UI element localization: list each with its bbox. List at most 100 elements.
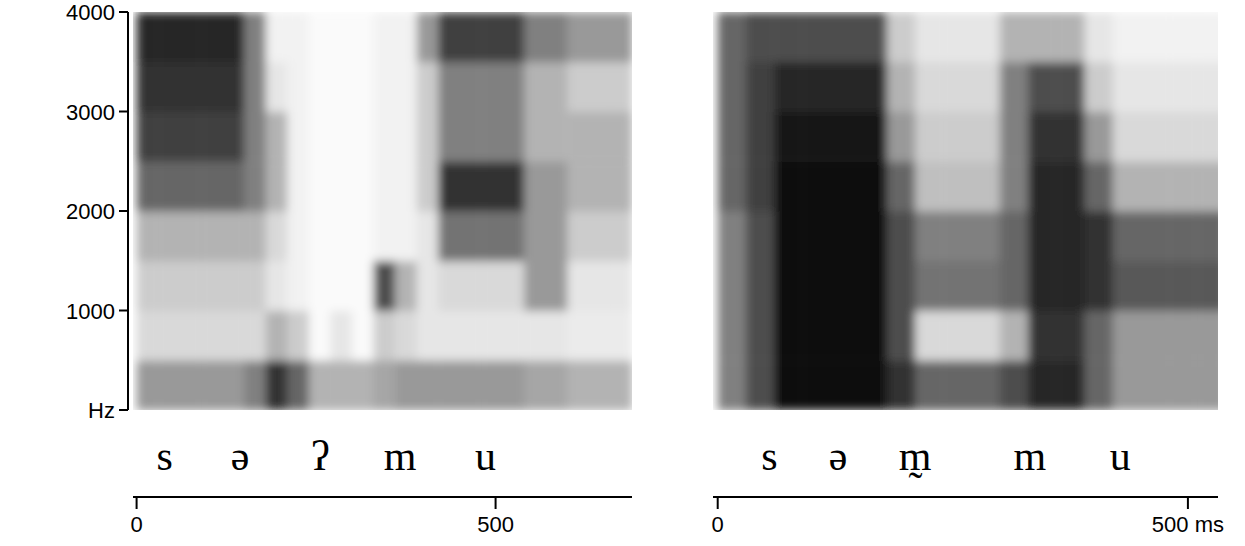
cell [1197,62,1218,112]
cell [943,12,972,62]
cell [137,12,159,62]
cell [438,161,460,211]
cell [503,211,525,261]
cell [546,261,568,311]
cell [481,261,503,311]
cell [417,311,439,361]
cell [887,261,916,311]
cell [915,112,944,162]
cell [1084,62,1113,112]
cell [589,360,611,410]
cell [589,311,611,361]
cell [802,112,831,162]
cell [915,161,944,211]
cell [266,211,288,261]
cell [417,360,439,410]
cell [589,161,611,211]
cell [1113,161,1142,211]
cell [589,112,611,162]
cell [223,311,245,361]
cell [309,211,331,261]
cell [417,161,439,211]
cell [1113,112,1142,162]
cell [1028,161,1057,211]
cells [718,12,1218,410]
cell [374,112,396,162]
cell [309,12,331,62]
cell [309,62,331,112]
y-tick [119,409,128,411]
cell [438,112,460,162]
segment-label: m̰ [899,433,932,479]
cell [374,62,396,112]
cell [1000,12,1029,62]
cell [610,311,632,361]
cell [802,211,831,261]
x-tick [136,497,138,509]
y-tick-label: 1000 [66,299,115,324]
cell [417,211,439,261]
cell [158,261,180,311]
cell [1084,360,1113,410]
cell [943,161,972,211]
cell [180,12,202,62]
y-tick-label: 3000 [66,100,115,125]
cell [859,211,888,261]
cell [287,360,309,410]
cell [180,211,202,261]
cell [1141,360,1170,410]
cell [395,261,417,311]
cell [223,161,245,211]
cell [718,112,747,162]
cell [417,62,439,112]
cell [610,261,632,311]
cell [1197,360,1218,410]
cell [887,12,916,62]
segment-label: m [384,433,417,479]
cell [1028,112,1057,162]
cell [1113,311,1142,361]
cell [395,112,417,162]
cell [1000,311,1029,361]
cell [460,211,482,261]
cell [567,211,589,261]
cell [915,360,944,410]
cell [1197,211,1218,261]
cell [223,211,245,261]
cell [503,112,525,162]
cell [943,360,972,410]
cell [859,62,888,112]
cell [718,62,747,112]
cell [718,311,747,361]
cell [1056,12,1085,62]
cell [1197,261,1218,311]
cell [223,112,245,162]
cell [1113,62,1142,112]
cell [460,311,482,361]
cell [137,161,159,211]
x-tick [495,497,497,509]
cell [460,261,482,311]
cell [1141,161,1170,211]
cell [943,211,972,261]
cell [746,360,775,410]
cell [567,161,589,211]
cell [943,261,972,311]
cell [481,12,503,62]
cell [887,211,916,261]
cell [438,211,460,261]
cell [266,112,288,162]
cell [774,261,803,311]
cell [374,311,396,361]
plot-area [718,12,1218,410]
cell [859,112,888,162]
cell [802,161,831,211]
segment-label: u [475,433,496,479]
cell [1056,161,1085,211]
cell [395,12,417,62]
cell [244,261,266,311]
cell [1169,211,1198,261]
cell [1084,112,1113,162]
cell [503,62,525,112]
cell [417,12,439,62]
